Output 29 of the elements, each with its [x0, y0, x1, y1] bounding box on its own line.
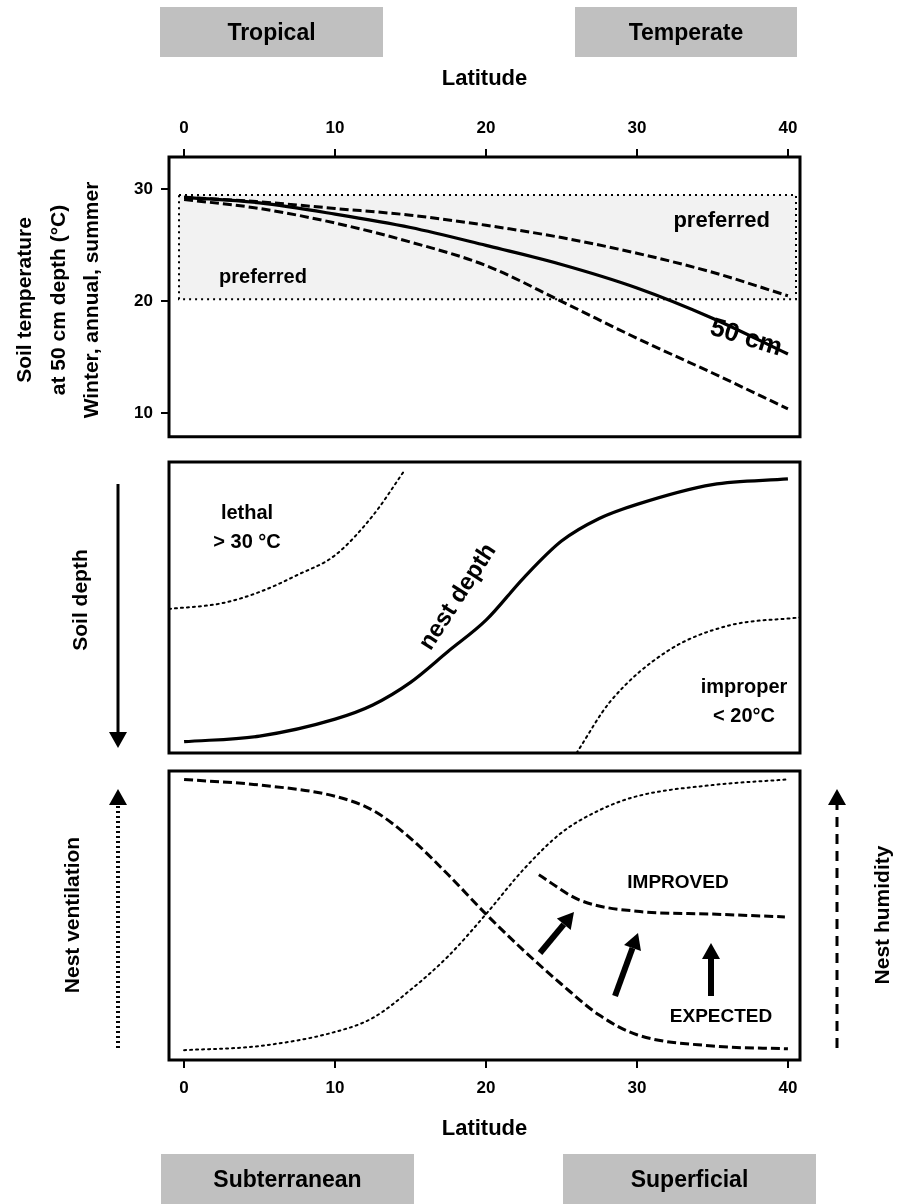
annotation: lethal > 30 °C — [213, 501, 281, 553]
x-tick-label: 20 — [476, 118, 496, 138]
y-tick-label: 30 — [134, 179, 153, 199]
x-tick-label: 40 — [778, 1077, 798, 1097]
y-axis-title: Nest ventilation — [59, 836, 85, 994]
y-tick-label: 20 — [134, 291, 153, 311]
x-tick-label: 20 — [476, 1077, 496, 1097]
text: Superficial — [630, 1165, 749, 1193]
x-tick-label: 0 — [179, 118, 189, 138]
annotation: preferred — [219, 264, 307, 287]
text: Temperate — [628, 18, 744, 46]
y-tick-label: 10 — [134, 402, 153, 422]
x-tick-label: 40 — [778, 118, 798, 138]
band-label: preferred — [673, 207, 770, 233]
y-axis-title: Soil depth — [67, 549, 93, 651]
x-tick-label: 30 — [627, 1077, 647, 1097]
x-tick-label: 10 — [325, 1077, 345, 1097]
annotation: IMPROVED — [627, 871, 729, 893]
text: Tropical — [227, 18, 316, 46]
x-tick-label: 10 — [325, 118, 345, 138]
y-axis-title: Soil temperature at 50 cm depth (°C) Winter, annual, summer — [10, 181, 103, 419]
x-tick-label: 30 — [627, 118, 647, 138]
x-axis-title: Latitude — [441, 65, 528, 91]
text: Subterranean — [213, 1165, 362, 1193]
annotation: improper < 20°C — [700, 675, 788, 727]
x-axis-title: Latitude — [441, 1114, 528, 1140]
y2-axis-title: Nest humidity — [869, 845, 895, 985]
x-tick-label: 0 — [179, 1077, 189, 1097]
annotation: EXPECTED — [669, 1005, 773, 1027]
